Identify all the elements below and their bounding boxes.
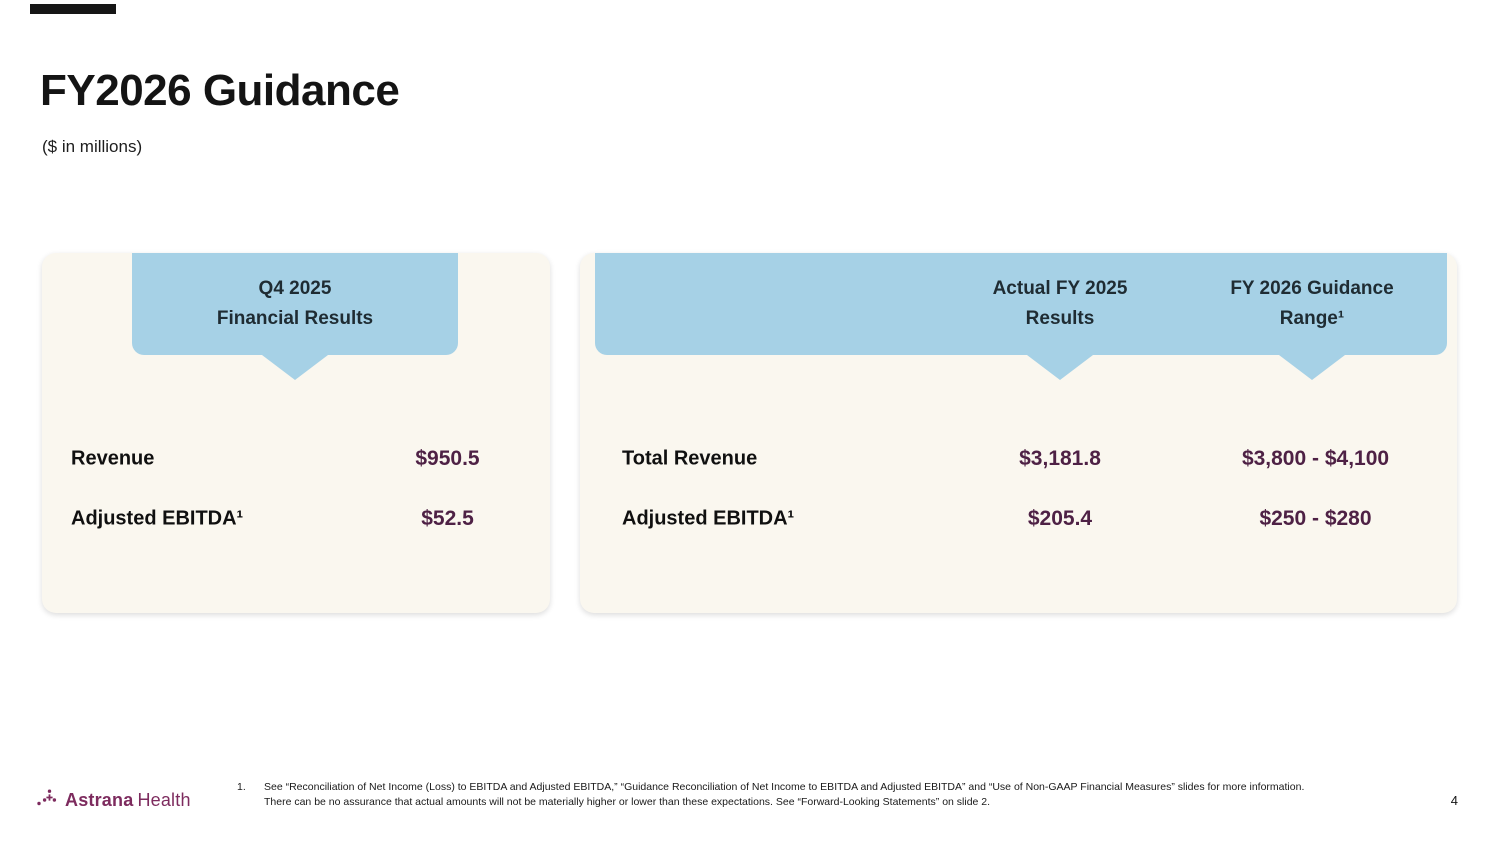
header-pointer xyxy=(1027,355,1093,380)
table-row: Adjusted EBITDA¹ $205.4 $250 - $280 xyxy=(580,499,1457,539)
logo-text: Astrana Health xyxy=(65,790,191,811)
guidance-card-header-banner: Actual FY 2025 Results FY 2026 Guidance … xyxy=(595,253,1447,380)
metric-label-revenue: Revenue xyxy=(71,447,155,470)
table-row: Revenue $950.5 xyxy=(42,439,550,479)
footnote-number: 1. xyxy=(237,781,246,793)
metric-label-total-revenue: Total Revenue xyxy=(622,447,758,470)
page-title: FY2026 Guidance xyxy=(40,66,400,115)
guidance-card: Actual FY 2025 Results FY 2026 Guidance … xyxy=(580,253,1457,613)
column-header-fy2026-guidance: FY 2026 Guidance Range¹ xyxy=(1167,253,1457,355)
metric-value-adjusted-ebitda: $52.5 xyxy=(421,507,474,530)
table-row: Adjusted EBITDA¹ $52.5 xyxy=(42,499,550,539)
footnote-text: See “Reconciliation of Net Income (Loss)… xyxy=(264,780,1304,810)
q4-results-card: Q4 2025 Financial Results Revenue $950.5… xyxy=(42,253,550,613)
company-logo: Astrana Health xyxy=(36,788,191,812)
page-subtitle: ($ in millions) xyxy=(42,137,143,156)
metric-label-adjusted-ebitda: Adjusted EBITDA¹ xyxy=(622,507,795,530)
actual-header-line1: Actual FY 2025 xyxy=(992,278,1128,299)
actual-header-line2: Results xyxy=(1025,308,1095,329)
q4-card-header: Q4 2025 Financial Results xyxy=(132,253,458,355)
logo-text-primary: Astrana xyxy=(65,789,134,810)
guidance-total-revenue: $3,800 - $4,100 xyxy=(1241,447,1390,470)
header-pointer xyxy=(262,355,328,380)
q4-card-header-tab: Q4 2025 Financial Results xyxy=(132,253,458,380)
page-number: 4 xyxy=(1450,793,1458,808)
top-accent-bar xyxy=(30,4,116,14)
actual-adjusted-ebitda: $205.4 xyxy=(1027,507,1093,530)
header-pointer xyxy=(1279,355,1345,380)
footnote: 1. See “Reconciliation of Net Income (Lo… xyxy=(237,780,1304,810)
q4-header-line2: Financial Results xyxy=(216,308,374,329)
guidance-header-line2: Range¹ xyxy=(1279,308,1345,329)
table-row: Total Revenue $3,181.8 $3,800 - $4,100 xyxy=(580,439,1457,479)
metric-value-revenue: $950.5 xyxy=(415,447,480,470)
metric-label-adjusted-ebitda: Adjusted EBITDA¹ xyxy=(71,507,244,530)
guidance-header-line1: FY 2026 Guidance xyxy=(1230,278,1394,299)
footnote-line2: There can be no assurance that actual am… xyxy=(264,796,991,808)
guidance-adjusted-ebitda: $250 - $280 xyxy=(1259,507,1372,530)
logo-text-secondary: Health xyxy=(137,789,191,810)
column-header-actual-fy2025: Actual FY 2025 Results xyxy=(915,253,1205,355)
footnote-line1: See “Reconciliation of Net Income (Loss)… xyxy=(264,781,1305,793)
actual-total-revenue: $3,181.8 xyxy=(1019,447,1101,470)
q4-header-line1: Q4 2025 xyxy=(258,278,332,299)
astrana-logo-icon xyxy=(36,788,60,812)
